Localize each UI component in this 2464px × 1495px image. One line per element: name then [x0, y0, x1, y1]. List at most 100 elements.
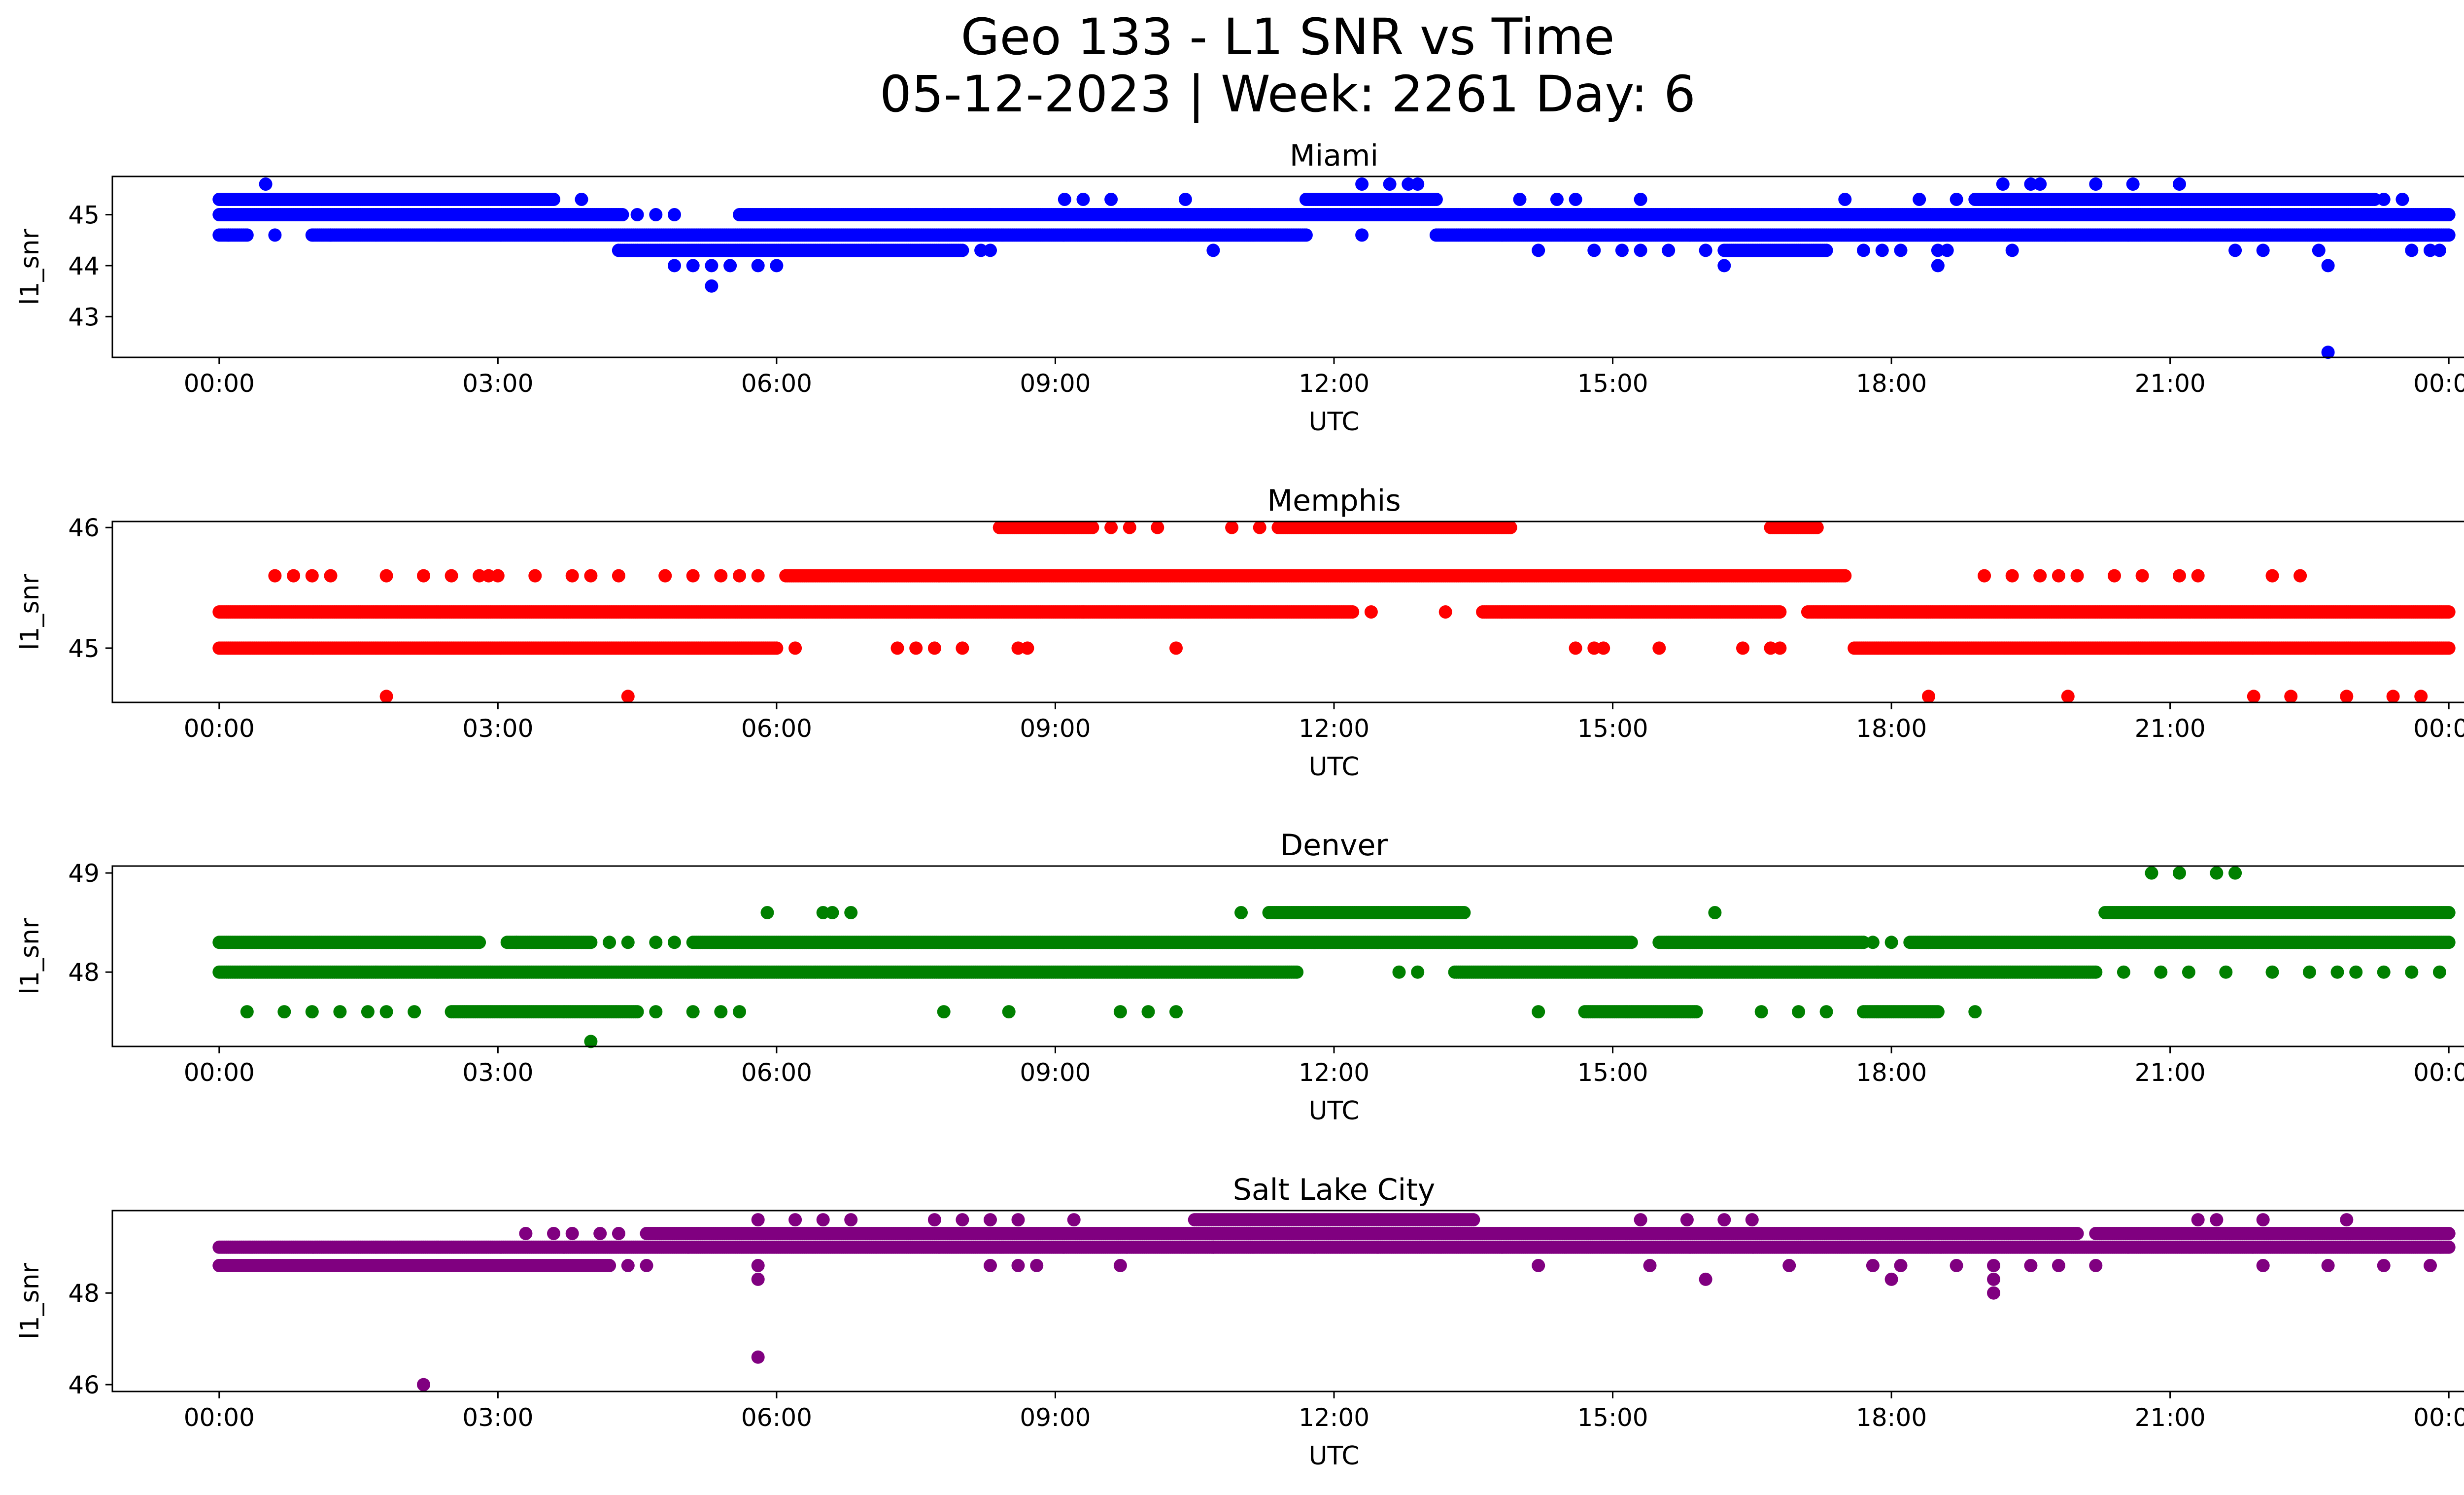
data-point	[1411, 177, 1425, 191]
x-tick-label: 09:00	[1020, 369, 1091, 398]
data-point	[2228, 243, 2242, 257]
figure-title-line-1: Geo 133 - L1 SNR vs Time	[960, 8, 1615, 67]
data-point	[1838, 569, 1852, 583]
data-point	[705, 279, 719, 293]
data-point	[240, 228, 254, 242]
figure-title: Geo 133 - L1 SNR vs Time 05-12-2023 | We…	[0, 9, 2464, 123]
data-point	[686, 259, 700, 273]
data-point	[1615, 243, 1629, 257]
data-point	[1894, 243, 1908, 257]
x-tick-label: 00:00	[2413, 369, 2464, 398]
data-point	[222, 228, 236, 242]
data-point	[668, 208, 681, 221]
data-point	[547, 193, 560, 206]
data-point	[2312, 243, 2326, 257]
data-point	[630, 243, 644, 257]
x-axis-label: UTC	[1308, 407, 1359, 437]
x-tick-label: 21:00	[2135, 369, 2206, 398]
x-tick-label: 15:00	[1577, 369, 1648, 398]
data-point	[1996, 177, 2010, 191]
data-point	[2442, 605, 2456, 619]
data-point	[1634, 193, 1647, 206]
data-point	[2321, 259, 2335, 273]
data-point	[1950, 193, 1963, 206]
subplot-title: Miami	[1290, 139, 1378, 173]
data-point	[1913, 193, 1926, 206]
figure-title-line-2: 05-12-2023 | Week: 2261 Day: 6	[880, 65, 1696, 124]
y-tick-label: 43	[68, 303, 100, 331]
x-tick-label: 00:00	[184, 369, 255, 398]
data-point	[1355, 177, 1369, 191]
subplot-0: 00:00 03:00 06:00 09:00 12:00 15:00 18:00 21:00…	[15, 139, 2464, 437]
data-point	[705, 259, 719, 273]
x-tick-label: 06:00	[741, 369, 812, 398]
data-point	[1076, 193, 1090, 206]
data-point	[616, 208, 629, 221]
data-point	[268, 228, 282, 242]
data-point	[2024, 177, 2038, 191]
data-point	[1819, 243, 1833, 257]
data-point	[1513, 193, 1527, 206]
data-point	[1699, 243, 1712, 257]
data-point	[2033, 177, 2047, 191]
data-point	[770, 259, 784, 273]
data-point	[1634, 243, 1647, 257]
data-point	[630, 208, 644, 221]
data-point	[1857, 243, 1870, 257]
y-tick-label: 44	[68, 252, 100, 280]
data-point	[612, 243, 625, 257]
data-point	[1402, 177, 1415, 191]
data-point	[1104, 193, 1118, 206]
data-point	[2424, 243, 2437, 257]
data-point	[1299, 228, 1313, 242]
data-point	[649, 208, 663, 221]
data-point	[1058, 193, 1071, 206]
data-point	[1940, 243, 1954, 257]
data-point	[1383, 177, 1397, 191]
data-point	[1346, 605, 1360, 619]
data-point	[909, 208, 923, 221]
data-point	[2367, 193, 2381, 206]
data-point	[1178, 193, 1192, 206]
data-point	[2405, 243, 2419, 257]
data-point	[1931, 259, 1945, 273]
data-point	[2396, 193, 2409, 206]
x-tick-label: 03:00	[462, 369, 533, 398]
data-point	[1717, 259, 1731, 273]
data-point	[984, 243, 997, 257]
data-point	[2089, 177, 2103, 191]
y-tick-label: 45	[68, 201, 100, 230]
data-point	[2173, 177, 2186, 191]
subplot-1: 00:00 03:00 06:00 09:00 12:00 15:00 18:00 21:00…	[15, 484, 2464, 782]
data-point	[723, 259, 737, 273]
data-point	[2432, 243, 2446, 257]
data-point	[1569, 193, 1582, 206]
x-tick-label: 18:00	[1856, 369, 1927, 398]
data-point	[2126, 177, 2140, 191]
data-point	[974, 243, 988, 257]
data-point	[751, 259, 765, 273]
data-point	[2005, 243, 2019, 257]
data-point	[575, 193, 588, 206]
data-markers	[212, 521, 2456, 703]
data-point	[956, 243, 969, 257]
data-point	[1355, 228, 1369, 242]
data-point	[1206, 243, 1220, 257]
x-tick-label: 12:00	[1299, 369, 1369, 398]
data-point	[2321, 346, 2335, 359]
data-point	[259, 177, 273, 191]
data-point	[1587, 243, 1601, 257]
data-point	[1550, 193, 1564, 206]
data-point	[1931, 243, 1945, 257]
data-point	[2442, 208, 2456, 221]
data-point	[1773, 605, 1787, 619]
data-point	[1662, 243, 1676, 257]
data-point	[668, 259, 681, 273]
y-axis-label: l1_snr	[15, 228, 45, 305]
data-point	[324, 228, 338, 242]
data-point	[937, 208, 951, 221]
data-point	[2377, 193, 2391, 206]
data-point	[1875, 243, 1889, 257]
data-point	[1838, 193, 1852, 206]
